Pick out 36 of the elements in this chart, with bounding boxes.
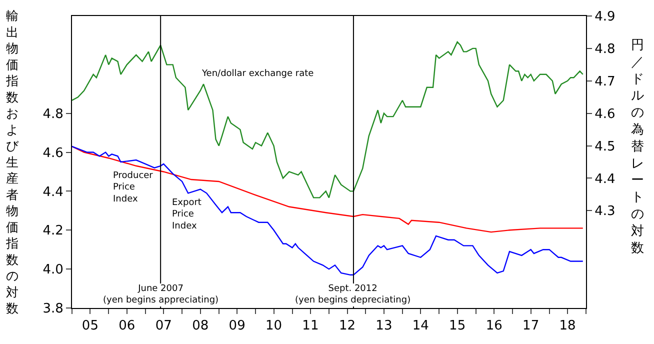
line-series <box>72 146 584 276</box>
series-label: Yen/dollar exchange rate <box>201 69 314 79</box>
ref-line-label: Sept. 2012 (yen begins depreciating) <box>295 284 411 306</box>
y2-tick-label: 4.7 <box>594 74 616 90</box>
y2-tick-label: 4.6 <box>594 106 616 122</box>
x-tick-label: 11 <box>302 318 319 334</box>
text: 輸出物価指数および生産者物価指数の対数 <box>6 8 19 316</box>
series-label: Producer Price Index <box>113 171 154 204</box>
y2-tick-label: 4.4 <box>594 172 616 187</box>
y-tick-label: 4.2 <box>42 224 64 239</box>
x-tick-label: 08 <box>192 318 209 334</box>
line-series <box>72 146 584 233</box>
y2-tick-label: 4.9 <box>594 10 616 25</box>
ref-line-label: June 2007 (yen begins appreciating) <box>103 284 219 306</box>
y-tick-label: 4.4 <box>42 184 64 200</box>
x-tick-label: 15 <box>449 318 466 334</box>
y-tick-label: 4.8 <box>42 106 64 122</box>
x-tick-label: 10 <box>265 318 282 334</box>
series-label: Export Price Index <box>172 198 202 232</box>
text: 円／ドルの為替レートの対数 <box>631 38 644 256</box>
x-tick-label: 07 <box>155 318 172 334</box>
x-tick-label: 09 <box>228 318 246 334</box>
y-tick-label: 4.6 <box>42 146 64 161</box>
y-tick-label: 3.8 <box>42 302 64 317</box>
y2-tick-label: 4.5 <box>594 139 616 154</box>
x-tick-label: 17 <box>522 318 540 334</box>
x-tick-label: 14 <box>412 318 429 334</box>
y-tick-label: 4.0 <box>42 262 64 278</box>
x-tick-label: 05 <box>82 318 98 334</box>
y2-tick-label: 4.3 <box>594 204 616 220</box>
y2-tick-label: 4.8 <box>594 42 616 57</box>
x-tick-label: 16 <box>486 318 502 334</box>
x-tick-label: 06 <box>118 318 136 334</box>
x-tick-label: 18 <box>559 318 576 334</box>
x-tick-label: 12 <box>338 318 356 334</box>
x-tick-label: 13 <box>376 318 392 334</box>
